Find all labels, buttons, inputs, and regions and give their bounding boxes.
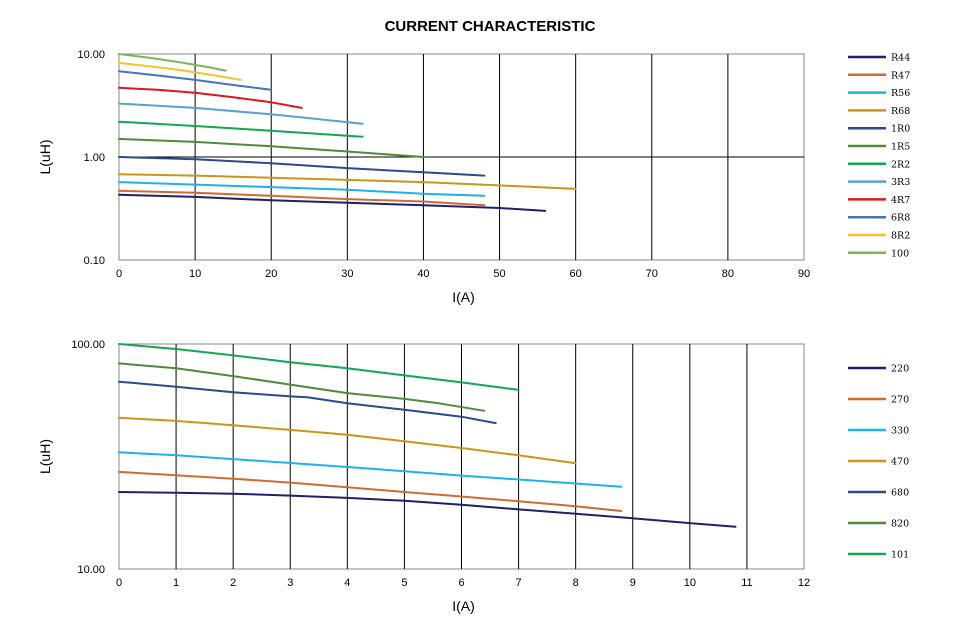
series-line-470 [118,416,577,465]
series-line-R56 [118,181,486,197]
legend-label: 1R0 [891,124,910,135]
legend-label: 3R3 [891,177,910,188]
y-axis-title: L(uH) [37,439,53,474]
series-line-2R2 [118,120,364,138]
legend-label: 8R2 [891,231,910,242]
x-tick-label: 1 [173,577,179,589]
chart-title: CURRENT CHARACTERISTIC [384,18,596,35]
x-tick-label: 4 [344,577,350,589]
legend-label: 6R8 [891,213,910,224]
x-tick-label: 90 [798,268,810,280]
legend-label: 4R7 [891,195,910,206]
x-tick-label: 30 [341,268,353,280]
x-tick-label: 70 [646,268,658,280]
y-tick-label: 0.10 [84,255,105,267]
x-axis-title: I(A) [452,289,475,305]
x-tick-label: 0 [116,577,122,589]
legend-label: 680 [891,488,909,499]
series-line-680 [118,380,497,425]
legend-label: 2R2 [891,159,910,170]
series-line-100 [118,53,227,72]
x-tick-label: 11 [741,577,752,589]
x-tick-label: 2 [230,577,236,589]
series-line-4R7 [118,86,303,109]
x-tick-label: 50 [493,268,505,280]
legend-label: R68 [891,106,910,117]
series-line-8R2 [118,61,242,81]
x-tick-label: 0 [116,268,122,280]
y-tick-label: 10.00 [77,564,105,576]
series-line-330 [118,451,623,488]
series-line-1R5 [118,137,425,158]
x-tick-label: 5 [401,577,407,589]
x-tick-label: 3 [287,577,293,589]
x-tick-label: 6 [458,577,464,589]
series-line-820 [118,362,486,412]
x-tick-label: 7 [516,577,522,589]
legend-label: 470 [891,457,909,468]
legend-label: R44 [891,53,910,64]
series-line-3R3 [118,102,364,125]
legend-label: 220 [891,364,909,375]
x-tick-label: 9 [630,577,636,589]
chart-top: 0 10 20 30 40 50 60 70 80 90 0.10 1.00 10.00 I(A) L(uH… [37,49,910,305]
x-tick-label: 40 [417,268,429,280]
x-tick-label: 20 [265,268,277,280]
legend-label: 101 [891,550,909,561]
y-tick-label: 100.00 [71,339,105,351]
series-line-R44 [118,193,547,212]
series-line-6R8 [118,70,273,91]
chart-bottom: 0 1 2 3 4 5 6 7 8 9 10 11 1210.00100.00I(A)L(uH)2202… [37,339,909,614]
legend-label: 820 [891,519,909,530]
legend-label: 100 [891,248,909,259]
series-line-101 [118,343,520,391]
legend-label: 330 [891,426,909,437]
x-tick-label: 12 [798,577,810,589]
legend-label: 1R5 [891,142,910,153]
y-tick-label: 1.00 [84,152,105,164]
legend-label: R47 [891,70,910,81]
x-tick-label: 10 [189,268,201,280]
series-line-R68 [118,173,577,190]
x-tick-label: 80 [722,268,734,280]
y-axis-title: L(uH) [37,139,53,174]
series-line-270 [118,470,623,512]
x-tick-label: 8 [573,577,579,589]
series-line-220 [118,491,737,528]
x-tick-label: 10 [684,577,696,589]
legend-label: 270 [891,395,909,406]
x-axis-title: I(A) [452,598,475,614]
series-line-R47 [118,189,486,207]
legend-label: R56 [891,88,910,99]
x-tick-label: 60 [570,268,582,280]
series-line-1R0 [118,156,486,177]
y-tick-label: 10.00 [77,49,105,61]
